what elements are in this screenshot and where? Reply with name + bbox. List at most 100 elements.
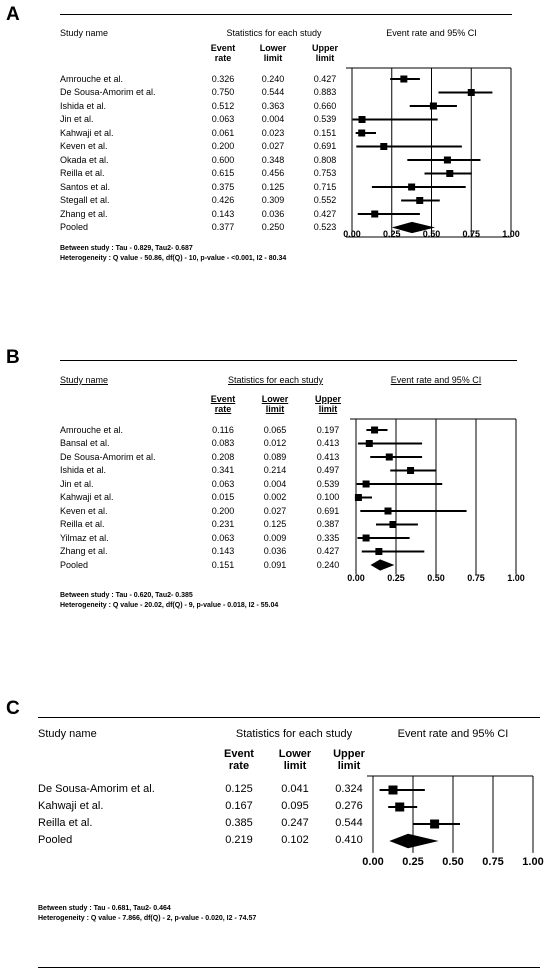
study-row-upper-limit: 0.197 bbox=[316, 424, 340, 435]
pooled-estimate-diamond bbox=[370, 559, 395, 571]
x-tick-label: 0.50 bbox=[442, 856, 464, 868]
point-estimate-marker bbox=[388, 785, 398, 795]
study-row-upper-limit: 0.539 bbox=[316, 478, 340, 489]
point-estimate-marker bbox=[375, 548, 383, 555]
upper-limit-header-line: Upper bbox=[311, 43, 338, 53]
x-tick-label: 1.00 bbox=[522, 856, 544, 868]
study-row-event-rate: 0.200 bbox=[211, 141, 235, 152]
stats-group-header: Statistics for each study bbox=[227, 375, 324, 385]
event-rate-header: Event rate bbox=[212, 748, 266, 772]
study-row-name: Stegall et al. bbox=[60, 195, 110, 206]
study-row-event-rate: 0.167 bbox=[225, 800, 253, 813]
study-row-lower-limit: 0.036 bbox=[263, 546, 287, 557]
pooled-row-name: Pooled bbox=[38, 834, 73, 847]
point-estimate-marker bbox=[365, 440, 373, 447]
lower-limit-header: Lower limit bbox=[253, 394, 297, 415]
point-estimate-marker bbox=[371, 426, 379, 434]
study-row-upper-limit: 0.715 bbox=[313, 181, 337, 192]
upper-limit-header: Upper limit bbox=[322, 748, 376, 772]
footnote: Between study : Tau - 0.681, Tau2- 0.464 bbox=[38, 905, 171, 912]
study-row-name: Kahwaji et al. bbox=[60, 127, 114, 138]
study-row-name: Keven et al. bbox=[60, 141, 108, 152]
x-tick-label: 0.00 bbox=[347, 573, 365, 583]
lower-limit-header-line: limit bbox=[265, 403, 285, 414]
study-row-lower-limit: 0.125 bbox=[263, 519, 287, 530]
study-row-lower-limit: 0.544 bbox=[261, 87, 285, 98]
panel-label: A bbox=[6, 4, 20, 25]
upper-limit-header-line: limit bbox=[337, 760, 361, 773]
study-row-lower-limit: 0.004 bbox=[263, 478, 287, 489]
pooled-estimate-diamond bbox=[391, 221, 436, 234]
study-row-name: De Sousa-Amorim et al. bbox=[60, 87, 156, 98]
plot-title: Event rate and 95% CI bbox=[390, 375, 482, 385]
upper-limit-header: Upper limit bbox=[306, 394, 350, 415]
pooled-row-upper-limit: 0.240 bbox=[316, 559, 340, 570]
study-row-event-rate: 0.750 bbox=[211, 87, 235, 98]
point-estimate-marker bbox=[407, 467, 415, 474]
footnote: Heterogeneity : Q value - 7.866, df(Q) -… bbox=[38, 915, 257, 922]
study-row-upper-limit: 0.753 bbox=[313, 168, 337, 179]
study-row-upper-limit: 0.497 bbox=[316, 465, 340, 476]
pooled-row-event-rate: 0.219 bbox=[225, 834, 253, 847]
lower-limit-header-line: Lower bbox=[278, 748, 312, 760]
point-estimate-marker bbox=[429, 102, 437, 110]
plot-title: Event rate and 95% CI bbox=[386, 28, 477, 38]
study-row-name: Okada et al. bbox=[60, 154, 109, 165]
study-row-lower-limit: 0.065 bbox=[263, 424, 287, 435]
event-rate-header-line: rate bbox=[214, 403, 232, 414]
study-row-event-rate: 0.061 bbox=[211, 127, 235, 138]
study-row-name: Jin et al. bbox=[60, 114, 94, 125]
study-row-event-rate: 0.615 bbox=[211, 168, 235, 179]
x-tick-label: 0.25 bbox=[402, 856, 424, 868]
event-rate-header-line: Event bbox=[224, 748, 254, 760]
point-estimate-marker bbox=[384, 507, 392, 515]
study-row-event-rate: 0.512 bbox=[211, 100, 235, 111]
point-estimate-marker bbox=[362, 534, 370, 542]
study-row-lower-limit: 0.309 bbox=[261, 195, 285, 206]
study-row-lower-limit: 0.036 bbox=[261, 208, 285, 219]
study-row-upper-limit: 0.427 bbox=[313, 208, 337, 219]
study-row-event-rate: 0.063 bbox=[211, 114, 235, 125]
footnote: Heterogeneity : Q value - 20.02, df(Q) -… bbox=[60, 602, 279, 609]
study-row-lower-limit: 0.456 bbox=[261, 168, 285, 179]
x-tick-label: 1.00 bbox=[507, 573, 525, 583]
event-rate-header-line: Event bbox=[210, 394, 236, 404]
pooled-row-event-rate: 0.151 bbox=[211, 559, 235, 570]
study-row-lower-limit: 0.009 bbox=[263, 532, 287, 543]
lower-limit-header: Lower limit bbox=[251, 43, 295, 64]
study-row-upper-limit: 0.660 bbox=[313, 100, 337, 111]
study-name-header: Study name bbox=[60, 28, 109, 38]
x-tick-label: 0.50 bbox=[427, 573, 445, 583]
event-rate-header-line: rate bbox=[228, 760, 250, 773]
study-row-name: Kahwaji et al. bbox=[60, 492, 114, 503]
study-row-lower-limit: 0.089 bbox=[263, 451, 287, 462]
study-row-upper-limit: 0.413 bbox=[316, 451, 340, 462]
pooled-row-lower-limit: 0.102 bbox=[281, 834, 309, 847]
event-rate-header-line: rate bbox=[214, 52, 232, 63]
study-row-event-rate: 0.063 bbox=[211, 478, 235, 489]
event-rate-header-line: Event bbox=[210, 43, 236, 53]
top-rule bbox=[60, 360, 517, 361]
x-tick-label: 0.75 bbox=[467, 573, 485, 583]
study-row-upper-limit: 0.324 bbox=[335, 783, 363, 796]
point-estimate-marker bbox=[395, 802, 405, 812]
point-estimate-marker bbox=[408, 183, 416, 191]
point-estimate-marker bbox=[358, 129, 366, 137]
lower-limit-header-line: Lower bbox=[261, 394, 289, 404]
study-row-name: Yilmaz et al. bbox=[60, 532, 109, 543]
panel-label: C bbox=[6, 698, 20, 719]
stats-group-header: Statistics for each study bbox=[235, 728, 353, 740]
upper-limit-header: Upper limit bbox=[303, 43, 347, 64]
study-row-name: Ishida et al. bbox=[60, 100, 107, 111]
study-row-upper-limit: 0.151 bbox=[313, 127, 337, 138]
study-row-upper-limit: 0.544 bbox=[335, 817, 363, 830]
panel-label: B bbox=[6, 347, 20, 368]
point-estimate-marker bbox=[385, 453, 393, 461]
study-name-header: Study name bbox=[60, 375, 109, 385]
study-row-lower-limit: 0.363 bbox=[261, 100, 285, 111]
study-row-event-rate: 0.116 bbox=[212, 424, 234, 435]
top-rule bbox=[38, 717, 540, 718]
